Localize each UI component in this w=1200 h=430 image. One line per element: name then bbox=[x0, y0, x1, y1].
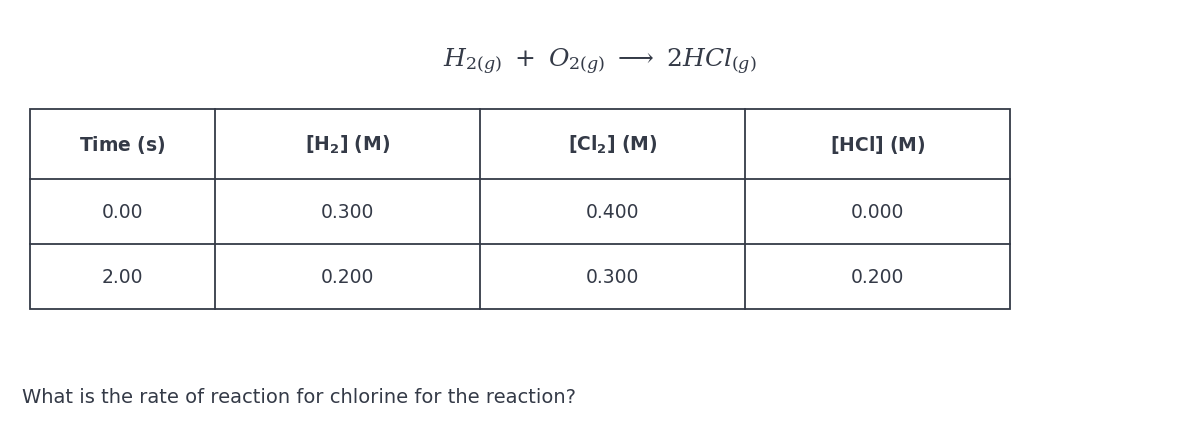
Text: $\mathit{H}_{2(g)}\ +\ \mathit{O}_{2(g)}\ \longrightarrow\ 2\mathit{HCl}_{(g)}$: $\mathit{H}_{2(g)}\ +\ \mathit{O}_{2(g)}… bbox=[443, 47, 757, 77]
Text: 0.300: 0.300 bbox=[320, 203, 374, 221]
Text: 0.400: 0.400 bbox=[586, 203, 640, 221]
Text: $\mathbf{[HCl]\ (M)}$: $\mathbf{[HCl]\ (M)}$ bbox=[830, 134, 925, 156]
Text: 2.00: 2.00 bbox=[102, 267, 143, 286]
Text: $\mathbf{[Cl_2]\ (M)}$: $\mathbf{[Cl_2]\ (M)}$ bbox=[568, 134, 658, 156]
Text: $\mathbf{[H_2]\ (M)}$: $\mathbf{[H_2]\ (M)}$ bbox=[305, 134, 390, 156]
Bar bbox=[30, 110, 1010, 309]
Text: 0.200: 0.200 bbox=[320, 267, 374, 286]
Text: 0.00: 0.00 bbox=[102, 203, 143, 221]
Text: 0.000: 0.000 bbox=[851, 203, 904, 221]
Text: $\mathbf{Time\ (s)}$: $\mathbf{Time\ (s)}$ bbox=[79, 134, 166, 156]
Text: What is the rate of reaction for chlorine for the reaction?: What is the rate of reaction for chlorin… bbox=[22, 387, 576, 406]
Text: 0.200: 0.200 bbox=[851, 267, 904, 286]
Text: 0.300: 0.300 bbox=[586, 267, 640, 286]
